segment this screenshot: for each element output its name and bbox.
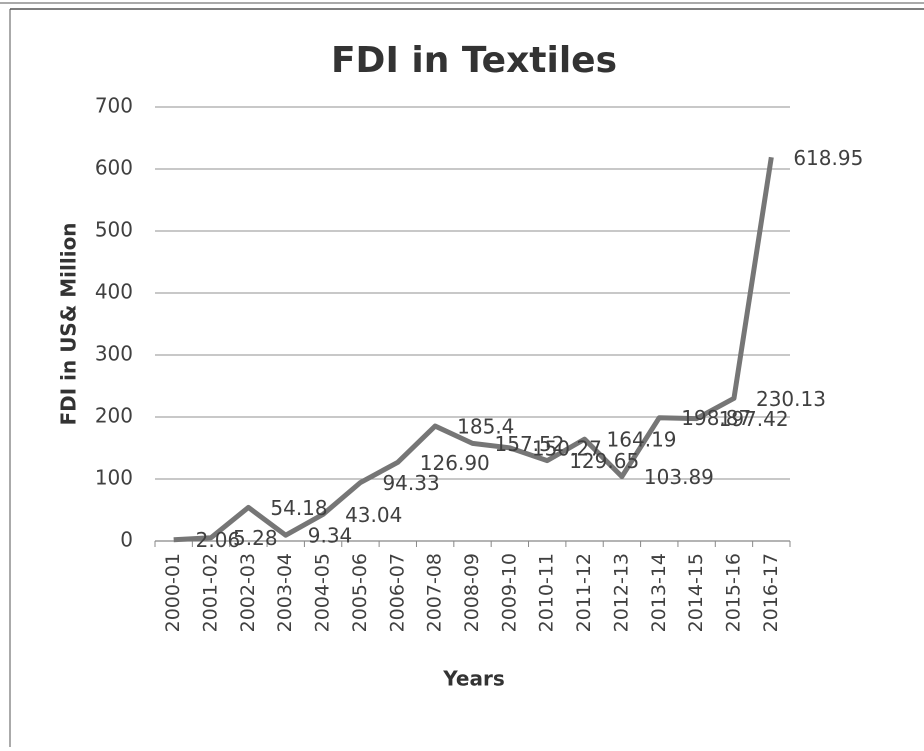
x-tick-label: 2009-10 <box>498 553 520 632</box>
value-label: 43.04 <box>345 503 402 527</box>
value-label: 157.52 <box>495 432 565 456</box>
x-axis-label: Years <box>442 667 504 691</box>
x-tick-label: 2014-15 <box>685 553 707 632</box>
value-label: 103.89 <box>644 465 714 489</box>
x-tick-label: 2015-16 <box>722 553 744 632</box>
x-tick-label: 2000-01 <box>162 553 184 632</box>
x-tick-label: 2002-03 <box>237 553 259 632</box>
value-label: 185.4 <box>457 415 514 439</box>
x-tick-label: 2012-13 <box>610 553 632 632</box>
value-label: 230.13 <box>756 387 826 411</box>
value-label: 126.90 <box>420 451 490 475</box>
y-tick-label: 400 <box>95 280 133 304</box>
x-tick-label: 2007-08 <box>424 553 446 632</box>
x-tick-label: 2004-05 <box>312 553 334 632</box>
y-tick-label: 200 <box>95 404 133 428</box>
x-tick-label: 2010-11 <box>536 553 558 632</box>
value-label: 197.42 <box>719 407 789 431</box>
value-label: 129.65 <box>569 449 639 473</box>
value-label: 94.33 <box>382 471 439 495</box>
x-tick-label: 2008-09 <box>461 553 483 632</box>
y-tick-label: 100 <box>95 466 133 490</box>
x-tick-label: 2005-06 <box>349 553 371 632</box>
value-label: 5.28 <box>233 526 278 550</box>
value-label: 198.87 <box>681 406 751 430</box>
x-tick-label: 2013-14 <box>648 553 670 632</box>
value-label: 9.34 <box>308 524 353 548</box>
value-label: 150.27 <box>532 436 602 460</box>
x-tick-label: 2016-17 <box>760 553 782 632</box>
value-label: 164.19 <box>607 428 677 452</box>
x-tick-label: 2001-02 <box>200 553 222 632</box>
x-tick-label: 2003-04 <box>274 553 296 632</box>
y-tick-label: 300 <box>95 342 133 366</box>
y-tick-label: 500 <box>95 218 133 242</box>
y-axis-label: FDI in US& Million <box>57 222 81 425</box>
y-tick-label: 700 <box>95 94 133 118</box>
value-label: 2.06 <box>196 528 241 552</box>
value-label: 54.18 <box>270 496 327 520</box>
data-line <box>173 156 774 543</box>
chart-title: FDI in Textiles <box>331 40 617 81</box>
y-tick-label: 0 <box>120 528 133 552</box>
value-label: 618.95 <box>793 146 863 170</box>
x-tick-label: 2006-07 <box>386 553 408 632</box>
y-tick-label: 600 <box>95 156 133 180</box>
x-tick-label: 2011-12 <box>573 553 595 632</box>
